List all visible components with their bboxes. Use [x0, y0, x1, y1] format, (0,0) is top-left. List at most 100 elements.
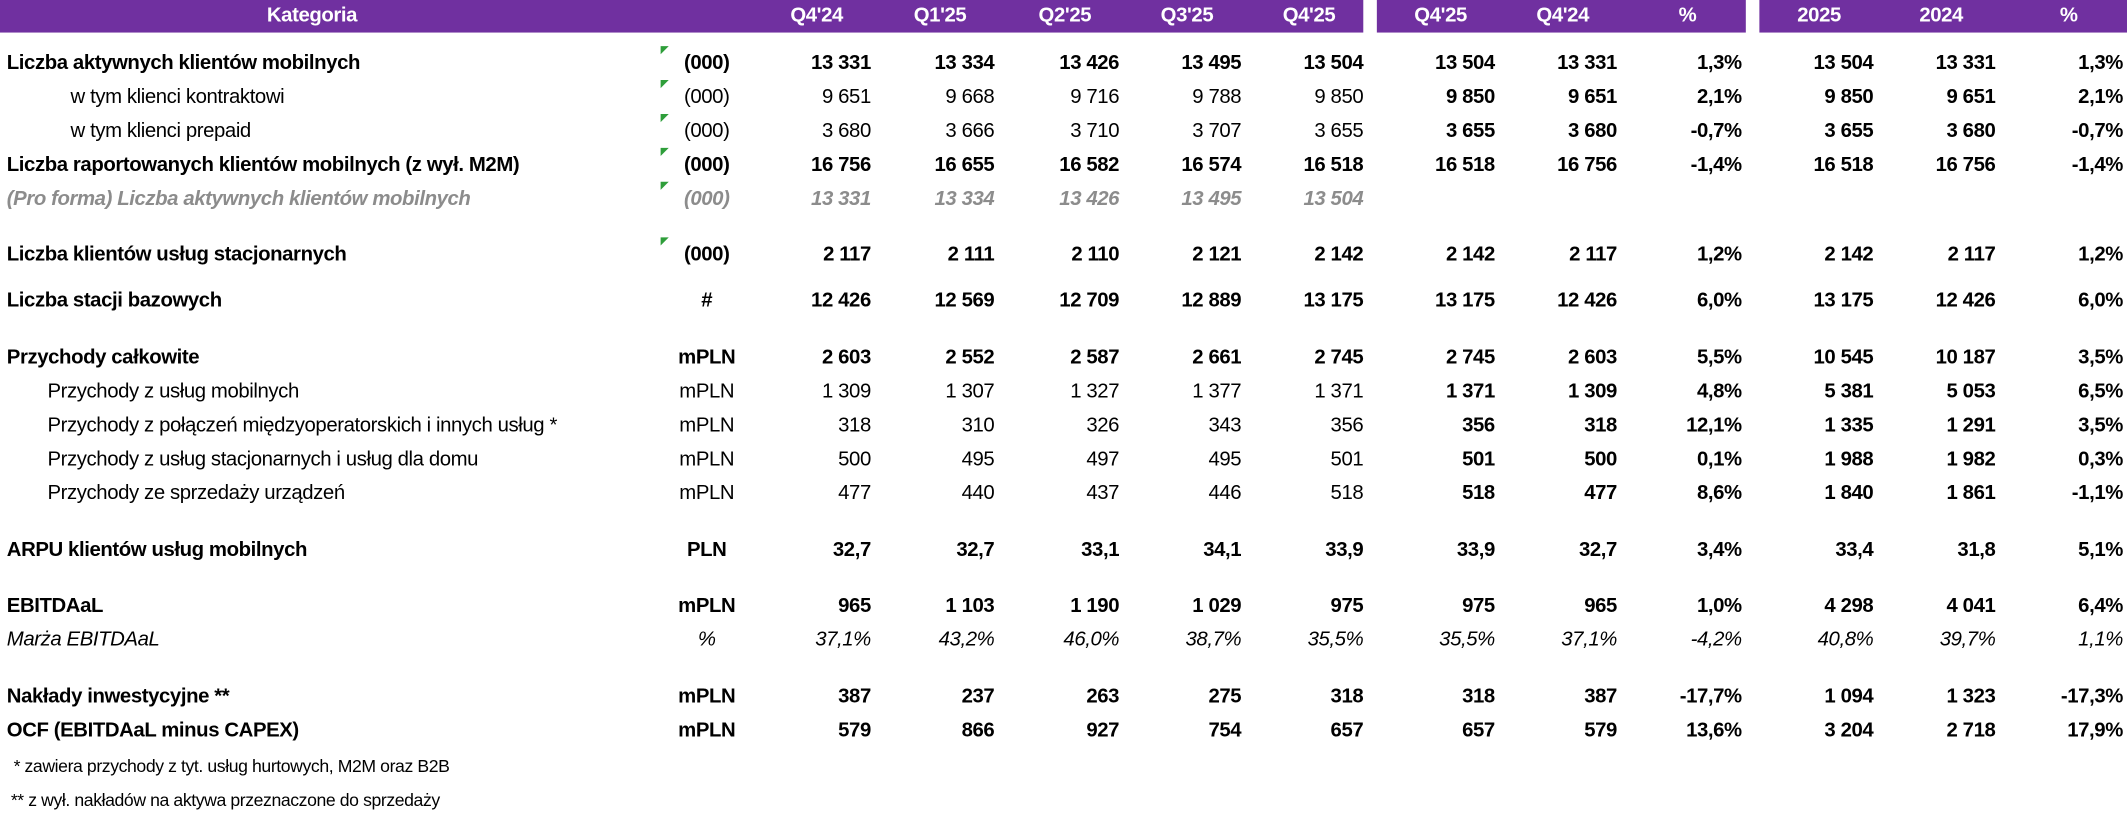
cell-value: 318 — [1330, 685, 1364, 709]
header-band — [1376, 0, 1746, 33]
cell-value: 446 — [1208, 481, 1242, 505]
cell-value: 1 840 — [1824, 481, 1874, 505]
cell-value: 1 327 — [1070, 379, 1120, 403]
cell-value: 1,2% — [2078, 242, 2123, 266]
cell-value: 9 668 — [945, 85, 995, 109]
header-band — [1759, 0, 2127, 33]
cell-value: 4 298 — [1824, 594, 1874, 618]
row-unit: (000) — [683, 119, 730, 143]
cell-value: 3 707 — [1192, 119, 1242, 143]
comment-marker — [660, 237, 669, 246]
cell-value: -4,2% — [1690, 628, 1743, 652]
cell-value: 1 861 — [1946, 481, 1996, 505]
cell-value: 13 495 — [1181, 51, 1242, 75]
row-label: Liczba aktywnych klientów mobilnych — [6, 51, 361, 75]
row-unit: mPLN — [679, 413, 735, 437]
cell-value: 0,3% — [2078, 447, 2123, 471]
cell-value: 16 756 — [1935, 153, 1996, 177]
row-label: Przychody z usług stacjonarnych i usług … — [47, 447, 479, 471]
cell-value: 13 331 — [1557, 51, 1617, 75]
cell-value: 35,5% — [1439, 628, 1495, 652]
cell-value: 1 309 — [821, 379, 871, 403]
cell-value: 40,8% — [1817, 628, 1874, 652]
row-unit: PLN — [686, 538, 727, 562]
cell-value: 13 331 — [811, 187, 871, 211]
cell-value: 9 716 — [1070, 85, 1120, 109]
cell-value: 12 709 — [1059, 288, 1120, 312]
cell-value: 3 680 — [821, 119, 871, 143]
cell-value: 6,5% — [2078, 379, 2123, 403]
cell-value: 579 — [1584, 718, 1617, 743]
cell-value: 9 651 — [821, 85, 871, 109]
row-label: w tym klienci prepaid — [70, 119, 252, 143]
cell-value: -0,7% — [2071, 119, 2124, 143]
row-unit: mPLN — [678, 594, 736, 618]
cell-value: 9 850 — [1824, 85, 1874, 109]
cell-value: 2 745 — [1445, 345, 1495, 369]
cell-value: 866 — [961, 718, 995, 743]
cell-value: 2 142 — [1824, 242, 1874, 266]
cell-value: 3 680 — [1946, 119, 1996, 143]
cell-value: 579 — [838, 718, 871, 743]
cell-value: 3,5% — [2078, 345, 2123, 369]
row-label: EBITDAaL — [6, 594, 104, 618]
row-label: Nakłady inwestycyjne ** — [6, 685, 230, 709]
row-unit: % — [697, 628, 716, 652]
cell-value: 275 — [1208, 685, 1242, 709]
row-unit: mPLN — [679, 379, 735, 403]
cell-value: 1 029 — [1192, 594, 1242, 618]
row-unit: mPLN — [678, 685, 736, 709]
cell-value: 9 788 — [1192, 85, 1242, 109]
cell-value: 1 190 — [1070, 594, 1120, 618]
cell-value: 2 121 — [1192, 242, 1242, 266]
cell-value: 5,5% — [1696, 345, 1742, 369]
cell-value: 32,7 — [832, 538, 871, 562]
cell-value: 13 504 — [1435, 51, 1495, 75]
cell-value: 1 307 — [945, 379, 995, 403]
cell-value: 657 — [1330, 718, 1364, 743]
cell-value: 8,6% — [1696, 481, 1742, 505]
cell-value: 2 117 — [823, 242, 871, 266]
cell-value: 13 331 — [1935, 51, 1996, 75]
cell-value: 12 569 — [934, 288, 995, 312]
cell-value: 16 518 — [1303, 153, 1364, 177]
cell-value: 10 545 — [1813, 345, 1874, 369]
cell-value: 3 204 — [1824, 718, 1874, 743]
header-cell: Q3'25 — [1160, 4, 1214, 28]
cell-value: 500 — [1584, 447, 1617, 471]
row-unit: mPLN — [678, 345, 736, 369]
cell-value: -17,7% — [1679, 685, 1742, 709]
row-label: Przychody z połączeń międzyoperatorskich… — [47, 413, 557, 437]
cell-value: 2 603 — [821, 345, 871, 369]
cell-value: 2 661 — [1192, 345, 1242, 369]
cell-value: 3 710 — [1070, 119, 1120, 143]
cell-value: 3 655 — [1824, 119, 1874, 143]
cell-value: 2 587 — [1070, 345, 1120, 369]
row-unit: (000) — [683, 242, 730, 266]
row-unit: (000) — [683, 51, 730, 75]
cell-value: 16 655 — [934, 153, 995, 177]
cell-value: 4 041 — [1946, 594, 1996, 618]
cell-value: 495 — [1208, 447, 1242, 471]
cell-value: 477 — [1584, 481, 1617, 505]
cell-value: 965 — [1584, 594, 1617, 618]
row-label: Marża EBITDAaL — [6, 628, 160, 652]
cell-value: 518 — [1462, 481, 1495, 505]
cell-value: 0,1% — [1696, 447, 1742, 471]
cell-value: 965 — [838, 594, 871, 618]
cell-value: 437 — [1086, 481, 1120, 505]
cell-value: 1 371 — [1314, 379, 1364, 403]
cell-value: 32,7 — [1578, 538, 1617, 562]
cell-value: 3 655 — [1445, 119, 1495, 143]
cell-value: 31,8 — [1957, 538, 1996, 562]
cell-value: 6,0% — [2078, 288, 2123, 312]
cell-value: 2 142 — [1445, 242, 1495, 266]
cell-value: 501 — [1330, 447, 1364, 471]
cell-value: 3 655 — [1314, 119, 1364, 143]
cell-value: 495 — [961, 447, 995, 471]
cell-value: 2 745 — [1314, 345, 1364, 369]
cell-value: 440 — [961, 481, 995, 505]
cell-value: 1 309 — [1568, 379, 1617, 403]
cell-value: 13 334 — [934, 51, 995, 75]
cell-value: 12 426 — [1935, 288, 1996, 312]
